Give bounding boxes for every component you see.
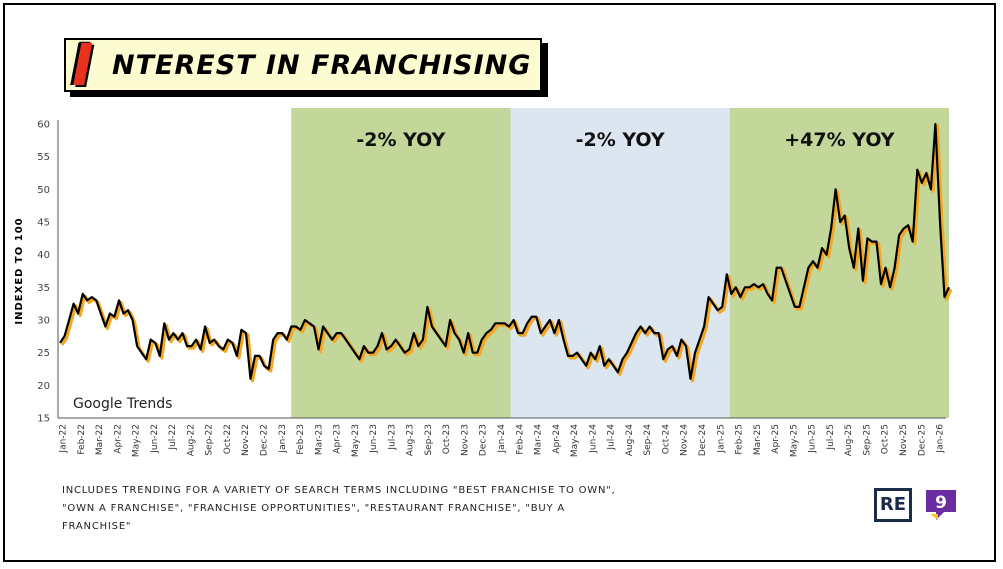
title-initial: I [72, 31, 94, 99]
period-band-label-0: -2% YOY [356, 129, 445, 151]
x-tick-label: Aug-25 [844, 424, 854, 456]
x-tick-label: Feb-23 [296, 424, 306, 455]
x-tick-labels: Jan-22 Feb-22 Mar-22 Apr-22 May-22 Jun-22 Jul-… [59, 424, 946, 457]
x-tick-label: Nov-24 [680, 424, 690, 456]
x-tick-label: Sep-24 [643, 424, 653, 456]
series-lines [59, 122, 953, 383]
x-tick-label: Oct-23 [442, 424, 452, 454]
x-tick-label: Nov-23 [460, 424, 470, 456]
period-band-2 [729, 108, 950, 418]
x-tick-label: Apr-22 [113, 424, 123, 454]
y-tick-label: 40 [37, 250, 50, 261]
y-axis-label: INDEXED TO 100 [14, 217, 25, 324]
x-tick-label: Aug-22 [186, 424, 196, 456]
x-tick-label: May-23 [351, 424, 361, 457]
x-tick-label: May-22 [132, 424, 142, 457]
x-tick-label: Jun-24 [588, 424, 598, 454]
y-tick-label: 35 [37, 283, 50, 294]
x-tick-label: Sep-23 [424, 424, 434, 456]
footnote: Includes trending for a variety of searc… [62, 485, 616, 532]
x-tick-label: Dec-24 [698, 424, 708, 456]
x-tick-label: Feb-25 [735, 424, 745, 455]
x-tick-label: May-24 [570, 424, 580, 457]
y-tick-label: 25 [37, 348, 50, 359]
period-band-0 [291, 108, 511, 418]
x-tick-label: Oct-22 [223, 424, 233, 454]
y-tick-label: 45 [37, 218, 50, 229]
google-trends-watermark: Google Trends [73, 396, 172, 412]
x-tick-label: Jun-22 [150, 424, 160, 454]
x-tick-label: Jan-26 [936, 424, 946, 454]
x-tick-label: Jan-22 [59, 424, 69, 454]
x-tick-label: Apr-24 [552, 424, 562, 454]
x-tick-label: Apr-25 [771, 424, 781, 454]
re-logo: RE [874, 488, 912, 522]
x-tick-label: Sep-22 [205, 424, 215, 456]
x-tick-label: Mar-22 [95, 424, 105, 455]
x-tick-label: Aug-23 [406, 424, 416, 456]
y-tick-label: 60 [37, 120, 50, 131]
x-tick-label: Dec-25 [917, 424, 927, 456]
x-tick-label: Oct-25 [881, 424, 891, 454]
x-tick-label: Feb-22 [77, 424, 87, 455]
x-tick-label: Jan-23 [278, 424, 288, 454]
y-tick-label: 15 [37, 414, 50, 425]
x-tick-label: Apr-23 [333, 424, 343, 454]
x-tick-label: Oct-24 [661, 424, 671, 455]
x-tick-label: Sep-25 [862, 424, 872, 456]
series-line [59, 122, 950, 380]
chart-axes [57, 120, 946, 419]
page-title: NTEREST IN FRANCHISING [112, 50, 532, 81]
x-tick-label: Dec-22 [259, 424, 269, 456]
x-tick-label: Aug-24 [625, 424, 635, 457]
x-tick-label: Dec-23 [479, 424, 489, 456]
x-tick-label: Mar-24 [534, 424, 544, 455]
y-tick-label: 20 [37, 381, 50, 392]
x-tick-label: Jul-24 [607, 424, 617, 451]
y-tick-label: 30 [37, 316, 50, 327]
x-tick-label: Jun-23 [369, 424, 379, 454]
x-tick-label: May-25 [789, 424, 799, 457]
nine-logo-icon: 9 [926, 490, 956, 520]
x-tick-label: Mar-23 [314, 424, 324, 455]
x-tick-label: Mar-25 [753, 424, 763, 455]
title-box: I NTEREST IN FRANCHISING [64, 34, 542, 96]
y-tick-label: 50 [37, 185, 50, 196]
x-tick-label: Jan-25 [716, 424, 726, 454]
svg-text:9: 9 [935, 493, 947, 513]
x-tick-label: Jul-22 [168, 424, 178, 451]
period-band-label-1: -2% YOY [576, 129, 665, 151]
period-band-label-2: +47% YOY [784, 129, 895, 151]
period-band-labels: -2% YOY -2% YOY +47% YOY [356, 129, 894, 151]
x-tick-label: Nov-25 [899, 424, 909, 456]
y-tick-label: 55 [37, 152, 50, 163]
x-tick-label: Jul-25 [826, 424, 836, 451]
x-tick-label: Feb-24 [515, 424, 525, 455]
x-tick-label: Jun-25 [808, 424, 818, 454]
y-tick-labels: 15 20 25 30 35 40 45 50 55 60 [37, 120, 50, 425]
x-tick-label: Jan-24 [497, 424, 507, 454]
x-tick-label: Jul-23 [387, 424, 397, 451]
x-tick-label: Nov-22 [241, 424, 251, 456]
